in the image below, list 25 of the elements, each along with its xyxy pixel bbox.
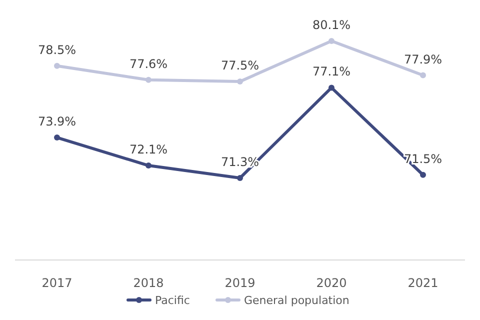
point — [237, 78, 243, 84]
point — [146, 76, 152, 83]
x-tick-label: 2018 — [133, 276, 164, 290]
x-tick-label: 2020 — [316, 276, 347, 290]
point — [237, 175, 243, 181]
point — [420, 172, 426, 178]
point — [328, 38, 334, 44]
point — [146, 162, 152, 169]
data-label: 77.9% — [404, 52, 442, 66]
x-tick-label: 2019 — [224, 276, 256, 290]
data-label: 73.9% — [38, 114, 76, 129]
legend-label: General population — [244, 294, 350, 307]
point — [54, 62, 60, 69]
data-label: 77.1% — [312, 64, 351, 79]
data-label: 72.1% — [129, 142, 168, 157]
legend-label: Pacific — [155, 294, 190, 307]
data-label: 80.1% — [312, 18, 351, 32]
point — [328, 84, 334, 91]
data-label: 77.6% — [129, 56, 168, 71]
data-label: 78.5% — [38, 42, 76, 57]
x-tick-label: 2017 — [42, 276, 72, 290]
point — [420, 72, 426, 78]
point — [54, 134, 60, 141]
data-label: 77.5% — [220, 58, 260, 72]
x-tick-label: 2021 — [408, 276, 438, 290]
